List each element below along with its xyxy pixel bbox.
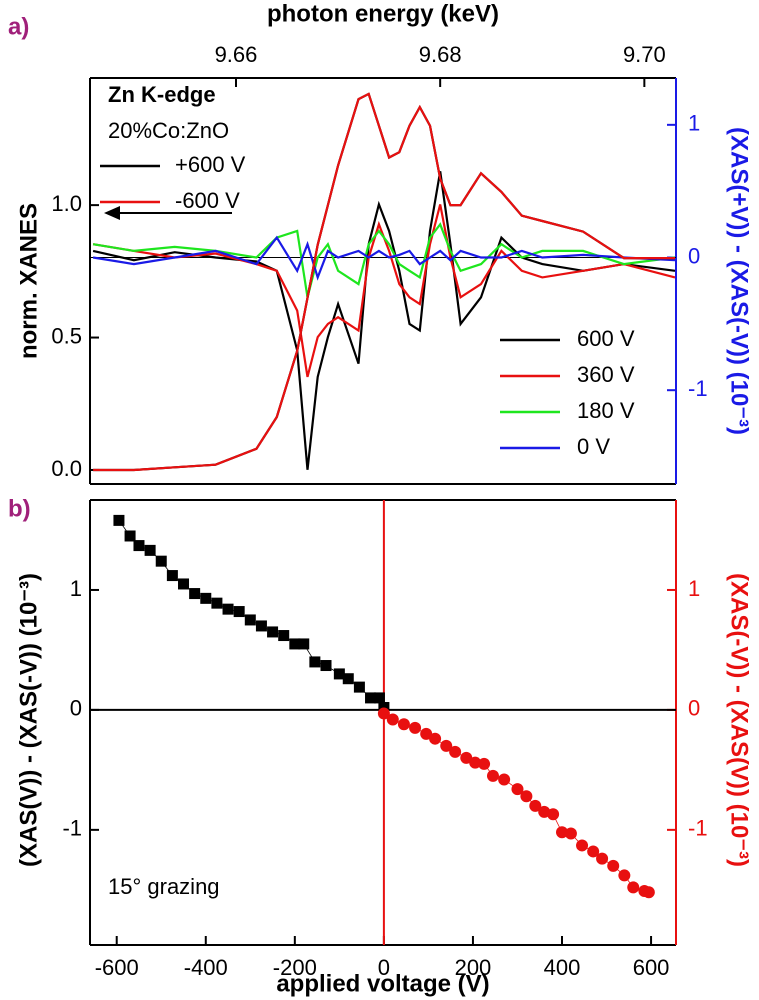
marker — [547, 808, 560, 821]
marker — [469, 756, 482, 769]
arrow-head — [104, 206, 120, 220]
marker — [498, 773, 511, 786]
marker — [397, 718, 410, 731]
x-tick-label: 600 — [633, 955, 670, 980]
legend-label: 180 V — [577, 398, 635, 423]
marker — [511, 783, 524, 796]
x-axis-label: photon energy (keV) — [267, 0, 499, 27]
marker — [353, 681, 365, 693]
marker — [278, 630, 290, 642]
y-tick-label: 0.0 — [51, 456, 82, 481]
marker — [267, 626, 279, 638]
y-tick-label: -1 — [62, 816, 82, 841]
y-tick-label: 0 — [70, 696, 82, 721]
marker — [440, 739, 453, 752]
x-tick-label: 9.66 — [215, 42, 258, 67]
marker — [211, 597, 223, 609]
marker — [373, 692, 385, 704]
series-line — [92, 204, 676, 378]
y-axis-label: norm. XANES — [15, 203, 42, 359]
annotation: 15° grazing — [108, 874, 220, 899]
legend-label: -600 V — [175, 188, 240, 213]
marker — [576, 839, 589, 852]
y2-axis-label: (XAS(+V)) - (XAS(-V)) (10⁻³) — [726, 127, 753, 435]
marker — [409, 721, 422, 734]
marker — [627, 881, 640, 894]
marker — [478, 757, 491, 770]
y2-tick-label: 0 — [688, 696, 700, 721]
series-line — [92, 235, 676, 281]
marker — [529, 799, 542, 812]
x-axis-label: applied voltage (V) — [276, 970, 489, 997]
y2-tick-label: 1 — [688, 576, 700, 601]
marker — [144, 544, 156, 556]
series-line — [92, 171, 676, 470]
marker — [556, 826, 569, 839]
y2-tick-label: -1 — [688, 376, 708, 401]
y-tick-label: 1.0 — [51, 191, 82, 216]
marker — [166, 570, 178, 582]
y2-tick-label: -1 — [688, 816, 708, 841]
marker — [133, 540, 145, 552]
marker — [596, 852, 609, 865]
marker — [155, 555, 167, 567]
marker — [298, 638, 310, 650]
marker — [520, 790, 533, 803]
marker — [642, 886, 655, 899]
x-tick-label: 200 — [455, 955, 492, 980]
x-tick-label: -200 — [273, 955, 317, 980]
marker — [222, 603, 234, 615]
panel-label: b) — [8, 495, 31, 522]
x-tick-label: -600 — [95, 955, 139, 980]
marker — [178, 578, 190, 590]
marker — [200, 592, 212, 604]
marker — [564, 827, 577, 840]
marker — [429, 732, 442, 745]
legend-label: +600 V — [175, 152, 246, 177]
y2-tick-label: 1 — [688, 111, 700, 136]
marker — [255, 620, 267, 632]
legend-label: 0 V — [577, 434, 610, 459]
plot-area — [113, 514, 655, 899]
marker — [449, 745, 462, 758]
x-tick-label: 0 — [378, 955, 390, 980]
marker — [333, 668, 345, 680]
marker — [233, 606, 245, 618]
y-tick-label: 1 — [70, 576, 82, 601]
marker — [587, 845, 600, 858]
marker — [365, 692, 377, 704]
marker — [460, 751, 473, 764]
marker — [189, 588, 201, 600]
y-axis-label: (XAS(V)) - (XAS(-V)) (10⁻³) — [15, 573, 42, 867]
marker — [342, 673, 354, 685]
marker — [309, 656, 321, 668]
marker — [124, 530, 136, 542]
marker — [320, 660, 332, 672]
x-tick-label: 9.68 — [419, 42, 462, 67]
marker — [607, 859, 620, 872]
plot-area — [92, 92, 676, 472]
series-line — [92, 222, 676, 298]
panel-label: a) — [8, 13, 29, 40]
marker — [113, 514, 125, 526]
x-tick-label: 400 — [544, 955, 581, 980]
x-tick-label: -400 — [184, 955, 228, 980]
y2-tick-label: 0 — [688, 243, 700, 268]
marker — [420, 727, 433, 740]
y-tick-label: 0.5 — [51, 323, 82, 348]
annotation: 20%Co:ZnO — [108, 118, 229, 143]
y2-axis-label: (XAS(-V)) - (XAS(V)) (10⁻³) — [726, 573, 753, 867]
marker — [386, 713, 399, 726]
marker — [244, 614, 256, 626]
marker — [377, 707, 390, 720]
marker — [289, 638, 301, 650]
legend-label: 360 V — [577, 362, 635, 387]
marker — [618, 869, 631, 882]
x-tick-label: 9.70 — [623, 42, 666, 67]
marker — [486, 769, 499, 782]
series-line — [93, 92, 675, 472]
annotation: Zn K-edge — [108, 82, 216, 107]
legend-label: 600 V — [577, 326, 635, 351]
